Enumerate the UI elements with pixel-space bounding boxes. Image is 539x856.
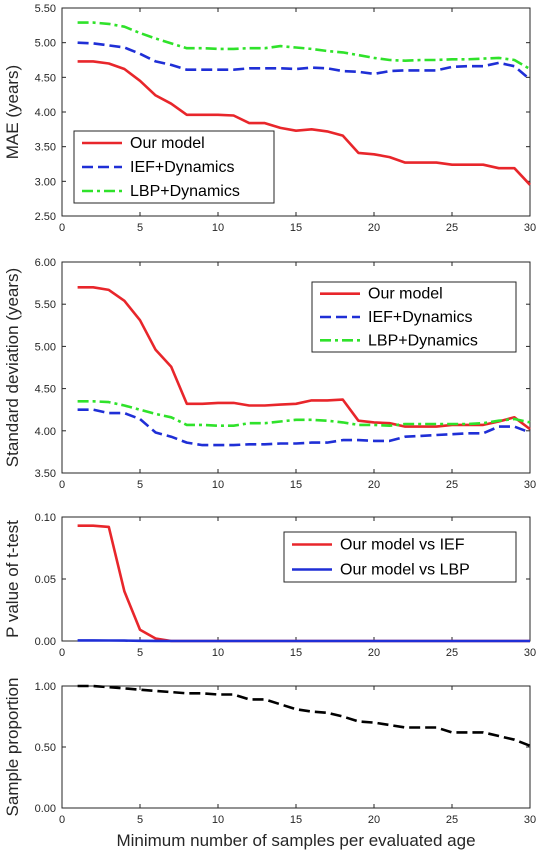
panel-4-xtick-label: 15 [290,814,302,826]
panel-1-ytick-label: 4.00 [35,107,56,119]
panel-1-ytick-label: 3.00 [35,176,56,188]
panel-4-xtick-label: 5 [137,814,143,826]
panel-2-legend-label-2: IEF+Dynamics [368,309,472,326]
panel-4-axes-box [61,685,531,809]
panel-3-legend-box [283,531,517,583]
panel-2-xtick-label: 30 [524,479,536,491]
panel-2-xtick-label: 25 [446,479,458,491]
panel-4-ylabel: Sample proportion [3,678,22,817]
panel-2-xtick-label: 10 [212,479,224,491]
panel-1-series-line-1 [77,60,531,186]
panel-4-xlabel: Minimum number of samples per evaluated … [116,831,475,850]
panel-2-legend: Our model IEF+Dynamics LBP+Dynamics [311,281,517,353]
panel-3-legend-label-2: Our model vs LBP [340,562,470,579]
panel-3-legend-label-1: Our model vs IEF [340,537,465,554]
panel-2-ytick-label: 4.00 [35,426,56,438]
panel-3: 0 5 10 15 20 25 30 0.00 0.05 0.10 P value of t-tes… [3,512,536,659]
panel-3-ytick-label: 0.00 [35,636,56,648]
panel-1-ylabel: MAE (years) [3,65,22,159]
panel-2-ylabel: Standard deviation (years) [3,268,22,467]
panel-1-xtick-label: 0 [59,222,65,234]
panel-3-xtick-label: 30 [524,647,536,659]
panel-3-ytick-label: 0.10 [35,512,56,524]
panel-2: 0 5 10 15 20 25 30 3.50 4.00 4.50 5.00 5.50 6.00 Stan… [3,257,536,491]
panel-1-xtick-label: 5 [137,222,143,234]
panel-1-ytick-label: 5.00 [35,38,56,50]
panel-3-legend: Our model vs IEF Our model vs LBP [283,531,517,583]
panel-1-legend-label-3: LBP+Dynamics [130,183,240,200]
panel-3-xtick-label: 20 [368,647,380,659]
panel-1-ytick-label: 5.50 [35,3,56,15]
panel-3-xtick-label: 5 [137,647,143,659]
panel-2-xtick-label: 5 [137,479,143,491]
panel-2-xtick-label: 15 [290,479,302,491]
panel-4-ytick-label: 0.50 [35,742,56,754]
panel-4-series-line-1 [77,684,531,748]
panel-2-ytick-label: 5.50 [35,299,56,311]
panel-2-series-line-3 [77,399,531,428]
panel-1-xtick-label: 20 [368,222,380,234]
panel-1-legend-label-1: Our model [130,135,205,152]
panel-1-series-line-3 [77,21,531,71]
panel-3-ytick-label: 0.05 [35,574,56,586]
panel-4-xtick-label: 20 [368,814,380,826]
panel-1: 0 5 10 15 20 25 30 2.50 3.00 3.50 4.00 4.50 5.00 5.50… [3,3,536,234]
panel-4: 0 5 10 15 20 25 30 0.00 0.50 1.00 Sample proportio… [3,678,536,850]
panel-1-xtick-label: 15 [290,222,302,234]
panel-4-ytick-label: 0.00 [35,803,56,815]
panel-4-ytick-label: 1.00 [35,681,56,693]
panel-4-xtick-label: 30 [524,814,536,826]
panel-2-ytick-label: 3.50 [35,468,56,480]
panel-1-legend: Our model IEF+Dynamics LBP+Dynamics [73,130,275,204]
panel-2-xtick-label: 20 [368,479,380,491]
panel-4-xtick-label: 25 [446,814,458,826]
panel-1-ytick-label: 3.50 [35,142,56,154]
panel-2-ytick-label: 4.50 [35,384,56,396]
panel-4-xtick-label: 10 [212,814,224,826]
panel-1-ytick-label: 2.50 [35,211,56,223]
panel-1-legend-label-2: IEF+Dynamics [130,159,234,176]
panel-2-legend-label-3: LBP+Dynamics [368,332,478,349]
panel-3-xtick-label: 25 [446,647,458,659]
panel-3-xtick-label: 15 [290,647,302,659]
panel-1-xtick-label: 10 [212,222,224,234]
panel-2-ytick-label: 6.00 [35,257,56,269]
panel-2-ytick-label: 5.00 [35,341,56,353]
panel-1-series-line-2 [77,41,531,81]
panel-1-ytick-label: 4.50 [35,72,56,84]
panel-2-xtick-label: 0 [59,479,65,491]
panel-4-xtick-label: 0 [59,814,65,826]
panel-2-legend-label-1: Our model [368,286,443,303]
panel-3-xtick-label: 0 [59,647,65,659]
panel-3-series-line-2 [77,639,530,643]
panel-2-series-line-2 [77,408,531,447]
panel-1-xtick-label: 30 [524,222,536,234]
panel-3-ylabel: P value of t-test [3,520,22,638]
panel-1-xtick-label: 25 [446,222,458,234]
panel-3-xtick-label: 10 [212,647,224,659]
